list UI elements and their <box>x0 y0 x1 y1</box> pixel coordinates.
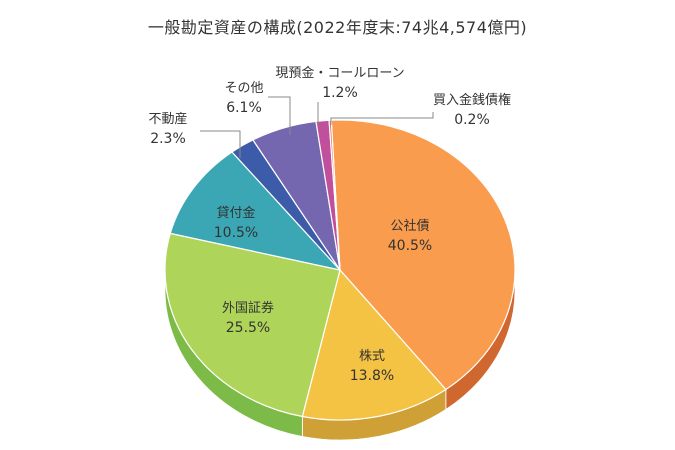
slice-value-4: 2.3% <box>150 131 186 147</box>
slice-label-3: 貸付金 <box>216 205 255 221</box>
slice-value-3: 10.5% <box>214 225 258 241</box>
slice-label-1: 株式 <box>359 349 385 364</box>
slice-label-7: 買入金銭債権 <box>433 92 511 108</box>
slice-value-7: 0.2% <box>454 112 490 128</box>
slice-label-4: 不動産 <box>148 111 187 127</box>
slice-value-1: 13.8% <box>350 368 394 384</box>
slice-label-2: 外国証券 <box>222 300 274 316</box>
slice-value-0: 40.5% <box>388 238 432 254</box>
chart-title: 一般勘定資産の構成(2022年度末:74兆4,574億円) <box>147 18 528 37</box>
leader-line-5 <box>268 96 291 135</box>
slice-value-5: 6.1% <box>226 100 262 116</box>
pie-slice-3 <box>169 151 342 271</box>
pie-slice-0 <box>330 119 516 391</box>
slice-value-6: 1.2% <box>322 85 358 101</box>
slice-label-5: その他 <box>224 81 263 96</box>
leader-line-7 <box>330 112 434 125</box>
pie-slice-2 <box>164 232 341 418</box>
slice-value-2: 25.5% <box>226 320 270 336</box>
leader-line-4 <box>200 130 241 158</box>
pie-slice-1 <box>301 268 447 421</box>
slice-label-0: 公社債 <box>390 218 429 234</box>
slice-label-6: 現預金・コールローン <box>275 65 404 81</box>
